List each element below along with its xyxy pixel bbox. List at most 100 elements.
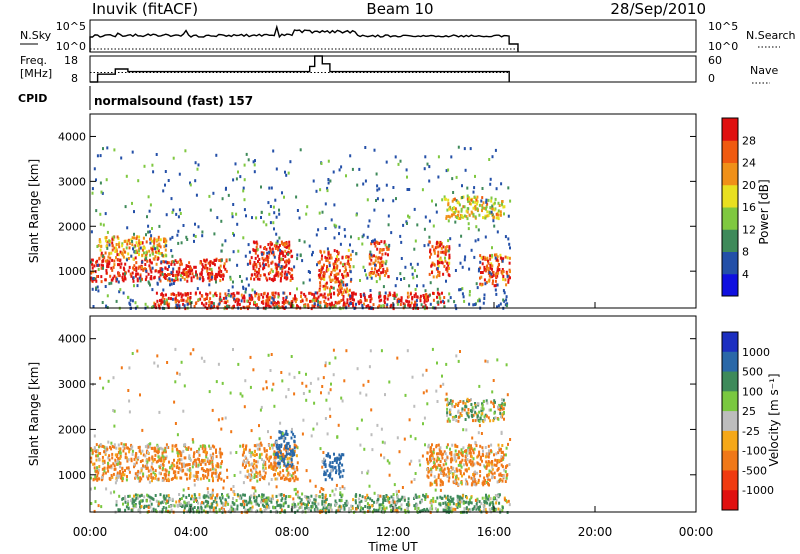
velocity-point (474, 410, 477, 414)
power-point (115, 243, 118, 246)
power-colorbar-swatch (722, 184, 738, 208)
velocity-point (325, 506, 328, 510)
velocity-point (183, 506, 186, 510)
power-point (461, 196, 464, 199)
velocity-point (396, 508, 398, 512)
velocity-point (324, 471, 327, 475)
velocity-point (321, 493, 324, 496)
power-point (117, 263, 119, 267)
power-point (373, 148, 376, 152)
power-point (150, 275, 153, 278)
power-point (176, 233, 179, 237)
velocity-point (134, 498, 137, 502)
velocity-point (265, 507, 268, 511)
power-point (378, 295, 380, 299)
velocity-point (287, 504, 290, 508)
velocity-point (153, 458, 156, 461)
power-point (319, 293, 322, 297)
power-point (324, 296, 327, 300)
velocity-point (259, 473, 262, 477)
power-point (348, 288, 351, 292)
power-point (342, 294, 345, 298)
velocity-point (137, 508, 140, 512)
power-point (280, 265, 283, 268)
power-point (254, 294, 257, 298)
power-point (268, 252, 271, 256)
velocity-point (201, 467, 204, 471)
power-point (324, 227, 327, 230)
power-point (262, 258, 265, 262)
velocity-point (445, 496, 448, 500)
power-point (272, 205, 275, 209)
velocity-point (204, 469, 207, 473)
velocity-point (177, 458, 180, 462)
velocity-point (246, 458, 249, 462)
power-point (470, 248, 473, 252)
power-y-tick-label: 1000 (58, 265, 86, 278)
velocity-point (443, 471, 446, 475)
power-point (274, 266, 277, 270)
velocity-point (296, 446, 299, 450)
velocity-point (505, 363, 508, 367)
power-point (338, 232, 340, 236)
power-point (384, 262, 387, 266)
velocity-point (127, 389, 130, 392)
power-point (346, 289, 349, 293)
velocity-point (272, 506, 275, 509)
velocity-point (451, 499, 454, 503)
velocity-point (175, 466, 178, 469)
power-point (422, 305, 425, 309)
velocity-point (185, 473, 188, 477)
power-point (138, 247, 141, 251)
velocity-point (329, 414, 332, 418)
velocity-point (472, 448, 474, 452)
velocity-point (283, 439, 286, 443)
power-point (258, 262, 261, 266)
velocity-point (484, 500, 487, 504)
velocity-point (445, 506, 448, 509)
power-point (167, 179, 170, 182)
velocity-point (149, 505, 152, 509)
power-point (489, 182, 492, 186)
power-point (130, 238, 133, 242)
power-point (157, 256, 160, 260)
power-point (393, 297, 396, 300)
power-point (362, 293, 365, 297)
velocity-point (254, 444, 257, 448)
velocity-point (321, 500, 324, 504)
power-point (275, 269, 278, 273)
velocity-point (341, 463, 344, 467)
velocity-point (272, 443, 275, 447)
power-point (243, 163, 246, 167)
velocity-point (124, 443, 127, 447)
power-point (342, 303, 345, 307)
velocity-point (414, 437, 417, 441)
velocity-point (113, 443, 116, 447)
velocity-point (110, 466, 113, 470)
velocity-point (382, 501, 385, 505)
power-point (251, 216, 253, 220)
power-point (290, 255, 293, 259)
power-point (433, 251, 436, 255)
velocity-point (113, 464, 116, 468)
power-point (329, 278, 332, 282)
power-point (234, 162, 237, 166)
velocity-point (126, 475, 128, 478)
velocity-point (368, 503, 371, 507)
power-point (316, 263, 318, 267)
power-point (235, 177, 238, 181)
velocity-point (103, 450, 106, 454)
power-point (258, 297, 260, 301)
power-point (360, 295, 362, 299)
velocity-point (298, 506, 300, 510)
power-point (136, 244, 139, 248)
velocity-point (459, 400, 462, 403)
power-point (286, 276, 289, 280)
power-point (466, 186, 469, 190)
velocity-point (408, 462, 411, 466)
power-point (99, 154, 102, 158)
velocity-point (154, 469, 157, 473)
velocity-point (307, 503, 309, 507)
velocity-point (230, 487, 233, 491)
power-point (423, 295, 425, 299)
